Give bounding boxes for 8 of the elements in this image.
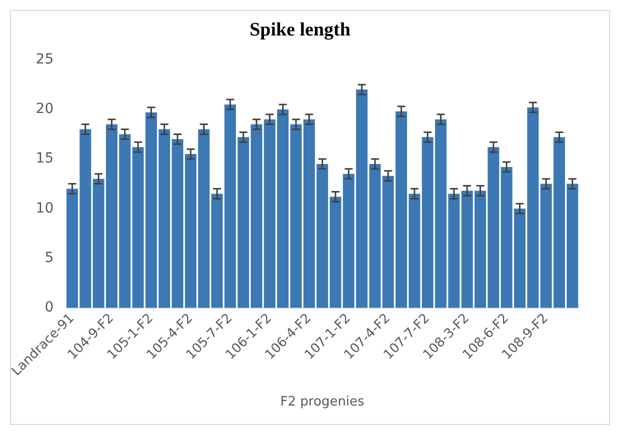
chart-title: Spike length — [250, 19, 351, 40]
y-tick-label: 5 — [44, 250, 54, 266]
y-tick-label: 20 — [36, 101, 54, 118]
y-tick-label: 25 — [36, 51, 54, 68]
y-tick-label: 0 — [44, 299, 54, 316]
y-tick-label: 10 — [36, 200, 54, 216]
x-axis-title: F2 progenies — [280, 394, 365, 410]
y-tick-label: 15 — [36, 150, 54, 167]
